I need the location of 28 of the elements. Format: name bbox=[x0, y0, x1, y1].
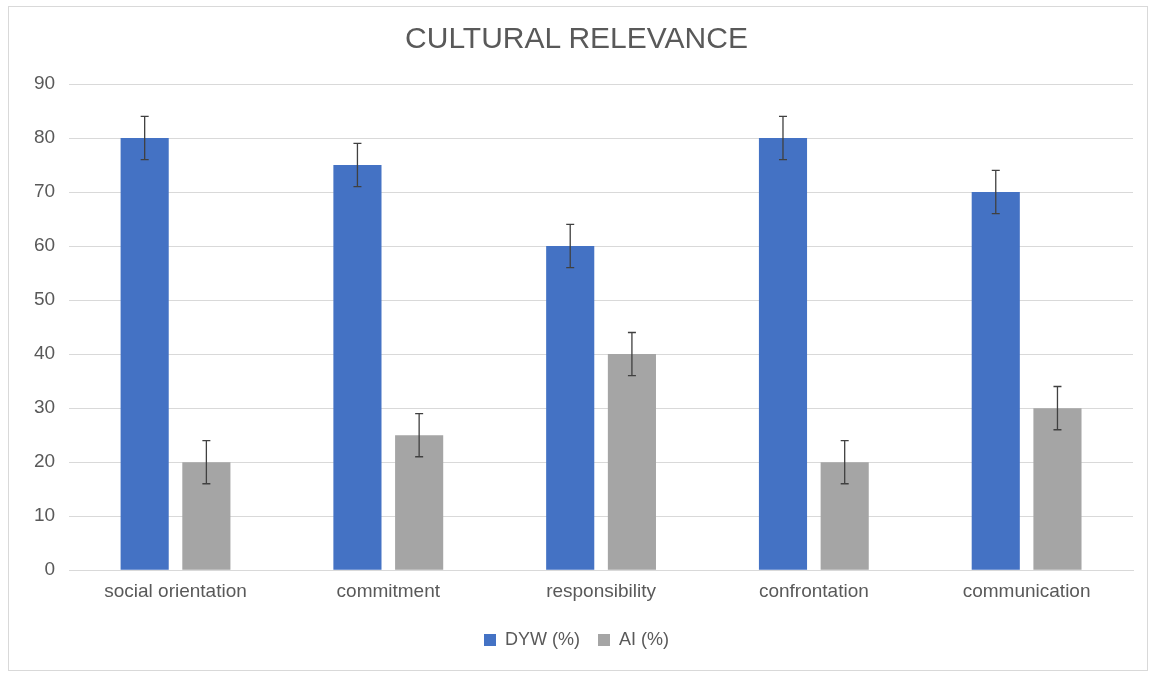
x-tick-label: social orientation bbox=[104, 579, 247, 601]
bar bbox=[820, 462, 869, 570]
y-tick-label: 0 bbox=[44, 558, 56, 580]
y-tick-label: 30 bbox=[33, 396, 56, 418]
bar bbox=[182, 462, 231, 570]
bar bbox=[607, 354, 656, 570]
legend-label: AI (%) bbox=[618, 628, 670, 649]
y-tick-label: 40 bbox=[33, 342, 56, 364]
y-tick-label: 50 bbox=[33, 288, 56, 310]
bar bbox=[120, 138, 169, 570]
y-tick-label: 80 bbox=[33, 126, 56, 148]
y-tick-label: 60 bbox=[33, 234, 56, 256]
y-tick-label: 90 bbox=[33, 72, 56, 94]
x-tick-label: communication bbox=[962, 579, 1091, 601]
bar bbox=[758, 138, 808, 570]
chart-title: CULTURAL RELEVANCE bbox=[405, 21, 748, 55]
bar bbox=[395, 435, 444, 570]
y-tick-label: 70 bbox=[33, 180, 56, 202]
x-tick-label: responsibility bbox=[546, 579, 657, 601]
x-tick-label: confrontation bbox=[758, 579, 869, 601]
bar bbox=[546, 246, 595, 570]
y-tick-label: 20 bbox=[33, 450, 56, 472]
bar bbox=[333, 165, 382, 570]
legend-label: DYW (%) bbox=[505, 628, 581, 649]
bar bbox=[1033, 408, 1082, 570]
x-tick-label: commitment bbox=[336, 579, 441, 601]
bar bbox=[971, 192, 1020, 570]
y-tick-label: 10 bbox=[33, 504, 56, 526]
